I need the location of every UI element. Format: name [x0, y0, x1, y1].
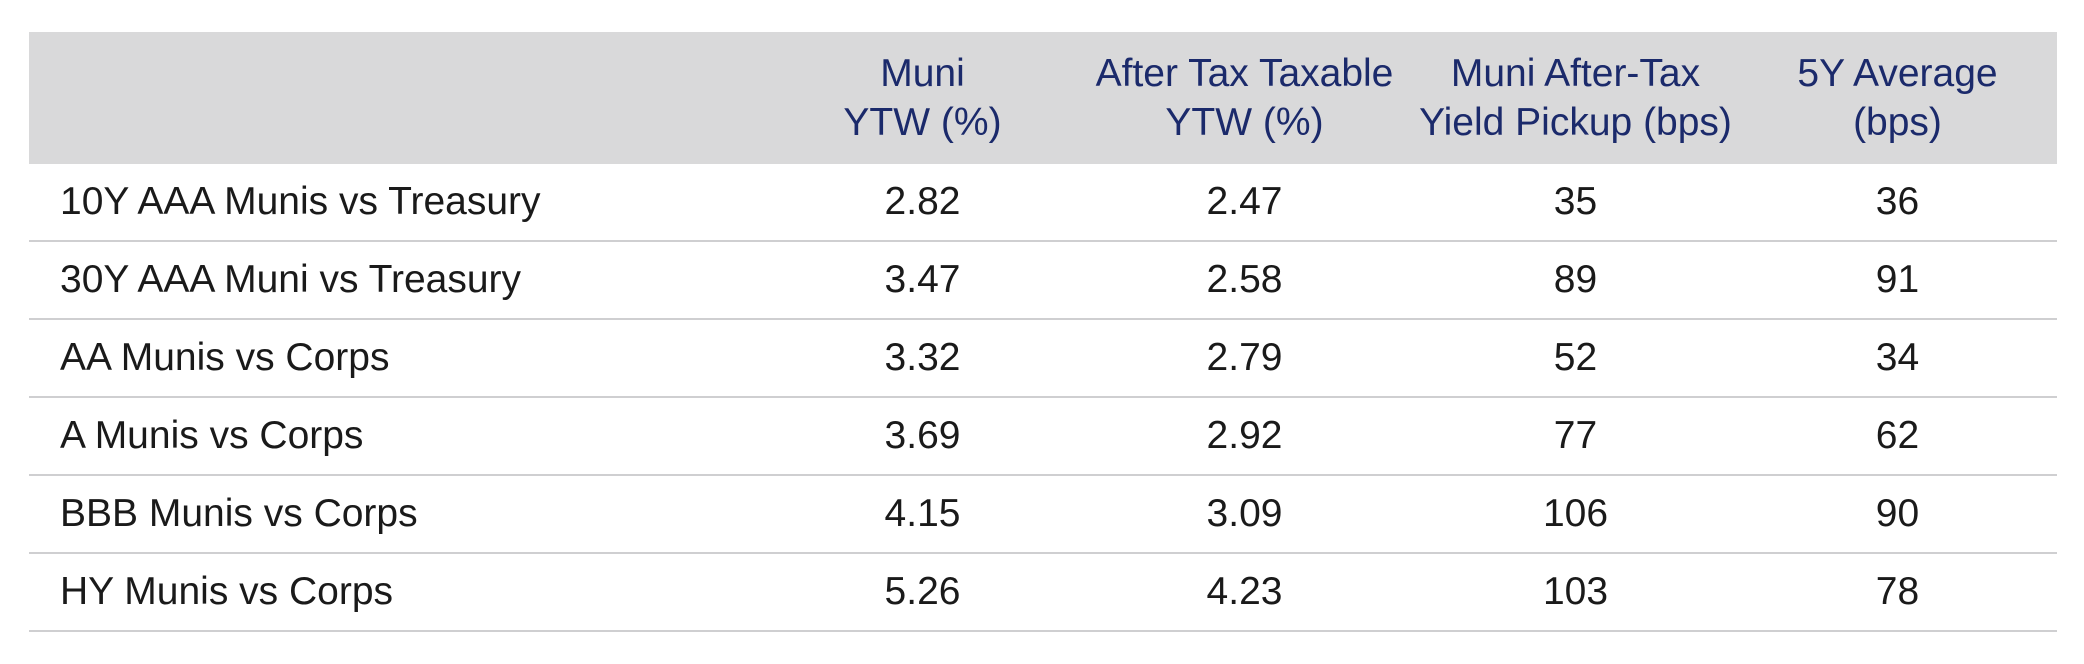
cell-after-tax-ytw: 4.23	[1076, 553, 1413, 632]
cell-5y-average: 34	[1738, 319, 2057, 398]
header-pickup-line-1: Muni After-Tax	[1450, 52, 1701, 95]
table-row: BBB Munis vs Corps 4.15 3.09 106 90	[29, 475, 2057, 554]
table-row: 10Y AAA Munis vs Treasury 2.82 2.47 35 3…	[29, 164, 2057, 242]
cell-5y-average: 90	[1738, 475, 2057, 554]
header-cell-5y-average: 5Y Average (bps)	[1738, 32, 2057, 164]
cell-muni-ytw: 3.47	[769, 241, 1076, 320]
cell-after-tax-ytw: 2.79	[1076, 319, 1413, 398]
header-row: Muni YTW (%) After Tax Taxable YTW (%) M…	[29, 32, 2057, 164]
cell-5y-average: 62	[1738, 397, 2057, 476]
cell-yield-pickup: 106	[1413, 475, 1738, 554]
cell-yield-pickup: 35	[1413, 164, 1738, 242]
table-row: 30Y AAA Muni vs Treasury 3.47 2.58 89 91	[29, 241, 2057, 320]
header-muni-ytw-line-2: YTW (%)	[843, 101, 1002, 144]
header-after-tax-line-2: YTW (%)	[1165, 101, 1324, 144]
header-cell-after-tax-ytw: After Tax Taxable YTW (%)	[1076, 32, 1413, 164]
cell-muni-ytw: 2.82	[769, 164, 1076, 242]
header-after-tax-line-1: After Tax Taxable	[1095, 52, 1394, 95]
table-body: 10Y AAA Munis vs Treasury 2.82 2.47 35 3…	[29, 164, 2057, 632]
row-label: 10Y AAA Munis vs Treasury	[29, 164, 769, 242]
cell-5y-average: 36	[1738, 164, 2057, 242]
header-cell-muni-ytw: Muni YTW (%)	[769, 32, 1076, 164]
cell-muni-ytw: 3.32	[769, 319, 1076, 398]
header-muni-ytw-line-1: Muni	[880, 52, 965, 95]
cell-muni-ytw: 4.15	[769, 475, 1076, 554]
cell-yield-pickup: 52	[1413, 319, 1738, 398]
header-avg-line-1: 5Y Average	[1797, 52, 1998, 95]
cell-yield-pickup: 77	[1413, 397, 1738, 476]
cell-after-tax-ytw: 2.47	[1076, 164, 1413, 242]
table-row: AA Munis vs Corps 3.32 2.79 52 34	[29, 319, 2057, 398]
table-row: A Munis vs Corps 3.69 2.92 77 62	[29, 397, 2057, 476]
yield-table-container: Muni YTW (%) After Tax Taxable YTW (%) M…	[29, 32, 2057, 632]
header-cell-yield-pickup: Muni After-Tax Yield Pickup (bps)	[1413, 32, 1738, 164]
yield-comparison-table: Muni YTW (%) After Tax Taxable YTW (%) M…	[29, 32, 2057, 632]
row-label: 30Y AAA Muni vs Treasury	[29, 241, 769, 320]
row-label: A Munis vs Corps	[29, 397, 769, 476]
row-label: BBB Munis vs Corps	[29, 475, 769, 554]
cell-muni-ytw: 5.26	[769, 553, 1076, 632]
cell-5y-average: 91	[1738, 241, 2057, 320]
cell-muni-ytw: 3.69	[769, 397, 1076, 476]
header-avg-line-2: (bps)	[1853, 101, 1942, 144]
cell-after-tax-ytw: 2.92	[1076, 397, 1413, 476]
table-header: Muni YTW (%) After Tax Taxable YTW (%) M…	[29, 32, 2057, 164]
cell-5y-average: 78	[1738, 553, 2057, 632]
cell-after-tax-ytw: 3.09	[1076, 475, 1413, 554]
table-row: HY Munis vs Corps 5.26 4.23 103 78	[29, 553, 2057, 632]
header-cell-label	[29, 32, 769, 164]
row-label: AA Munis vs Corps	[29, 319, 769, 398]
cell-after-tax-ytw: 2.58	[1076, 241, 1413, 320]
row-label: HY Munis vs Corps	[29, 553, 769, 632]
cell-yield-pickup: 89	[1413, 241, 1738, 320]
cell-yield-pickup: 103	[1413, 553, 1738, 632]
header-pickup-line-2: Yield Pickup (bps)	[1419, 101, 1732, 144]
